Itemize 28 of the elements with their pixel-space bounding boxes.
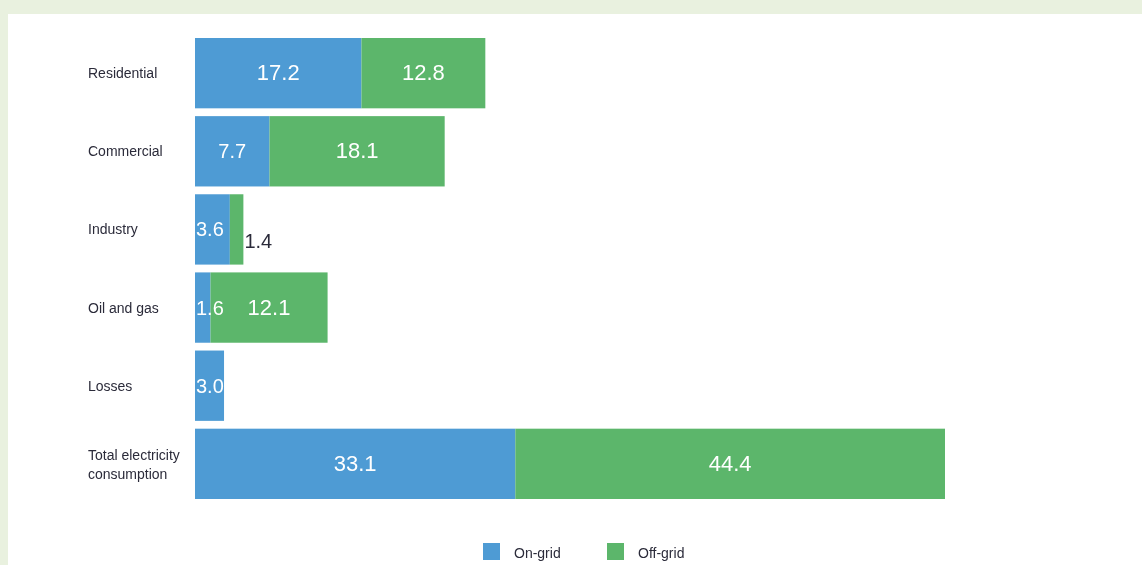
data-label: 18.1 (335, 138, 379, 164)
bar (195, 350, 225, 421)
bar (515, 428, 945, 499)
data-label: 3.0 (196, 374, 224, 397)
legend-label: Off-grid (638, 545, 685, 561)
data-label: 1.4 (244, 230, 273, 253)
data-label: 7.7 (218, 140, 247, 163)
y-tick-label: Industry (88, 221, 138, 238)
bar (361, 38, 486, 109)
data-label: 12.8 (401, 60, 445, 86)
bar (195, 194, 230, 265)
data-label: 33.1 (333, 450, 377, 476)
data-label: 17.2 (256, 60, 300, 86)
y-tick-label: Residential (88, 65, 158, 82)
legend-label: On-grid (514, 545, 561, 561)
data-label: 3.6 (196, 218, 224, 241)
y-tick-label: Total electricity consumption (88, 446, 180, 482)
bar (195, 428, 516, 499)
data-label: 12.1 (247, 294, 291, 320)
y-tick-label: Commercial (88, 143, 163, 160)
bar (195, 38, 362, 109)
data-label: 1.6 (196, 296, 224, 319)
data-label: 44.4 (708, 450, 752, 476)
bar (195, 116, 270, 187)
y-tick-label: Oil and gas (88, 299, 159, 316)
bar (229, 194, 244, 265)
bar (269, 116, 445, 187)
y-tick-label: Losses (88, 377, 133, 394)
